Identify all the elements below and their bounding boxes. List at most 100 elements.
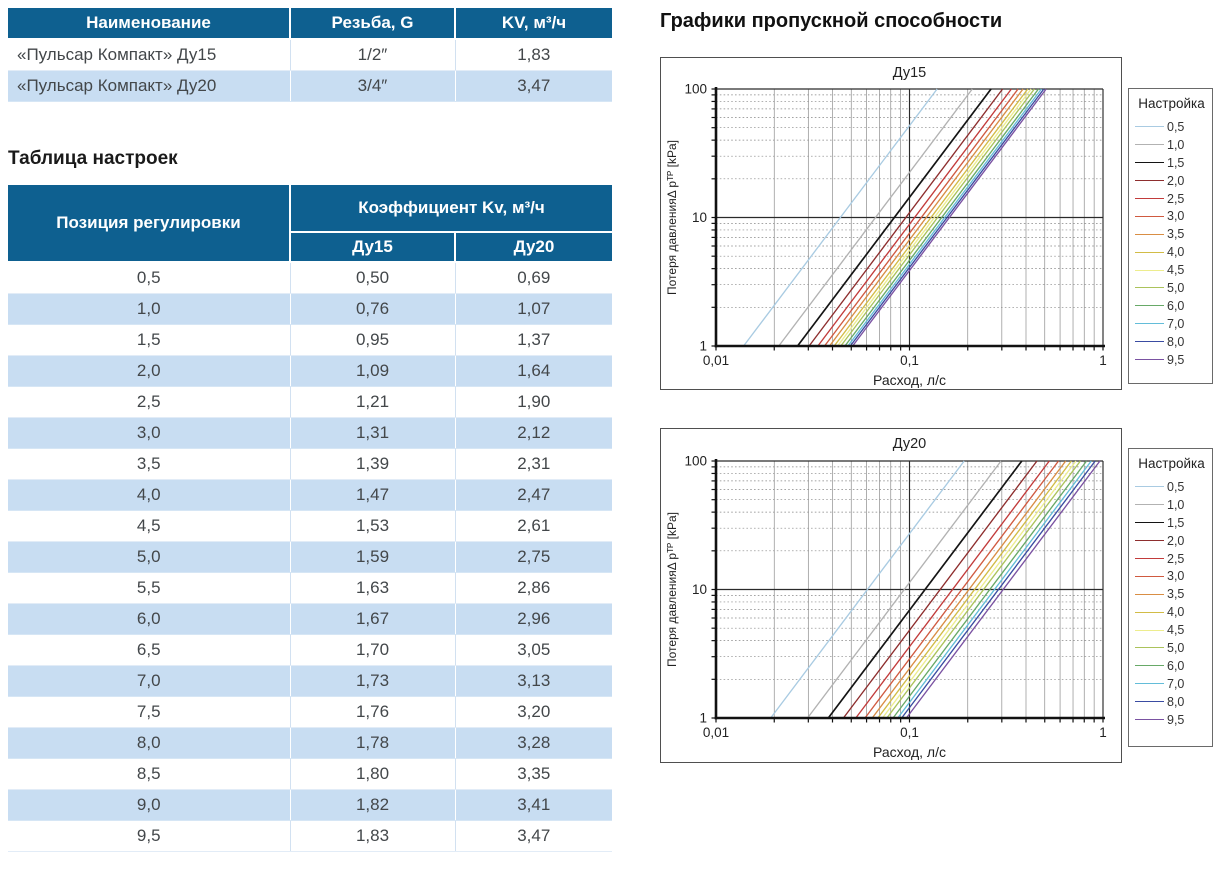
legend-label: 3,0	[1167, 209, 1185, 224]
legend-line-swatch	[1135, 215, 1164, 217]
series-line-3,5	[828, 88, 1024, 347]
legend-item-4,5: 4,5	[1135, 261, 1208, 279]
legend-item-2,0: 2,0	[1135, 532, 1208, 550]
settings-table-cell: 1,67	[290, 603, 456, 635]
settings-table-cell: 2,47	[455, 479, 613, 511]
settings-table-cell: 1,82	[290, 789, 456, 821]
series-line-3,0	[824, 88, 1019, 347]
settings-table-cell: 1,53	[290, 510, 456, 542]
product-column-header: KV, м³/ч	[455, 8, 612, 40]
chart-du20: Ду20 1 10 100 0,01 0,1 1 Расход, л/с Потеря давл…	[660, 428, 1122, 763]
settings-table-cell: 4,0	[8, 479, 291, 511]
legend-label: 7,0	[1167, 316, 1185, 331]
legend-label: 0,5	[1167, 119, 1185, 134]
settings-table-cell: 0,95	[290, 324, 456, 356]
settings-table-cell: 1,63	[290, 572, 456, 604]
series-line-1,5	[827, 460, 1023, 719]
legend-line-swatch	[1135, 126, 1164, 128]
legend-label: 5,0	[1167, 640, 1185, 655]
legend-line-swatch	[1135, 611, 1164, 613]
legend-label: 3,5	[1167, 587, 1185, 602]
settings-table-row: 4,5 1,53 2,61	[8, 510, 613, 542]
settings-table-row: 8,0 1,78 3,28	[8, 727, 613, 759]
legend-label: 4,5	[1167, 623, 1185, 638]
legend-item-0,5: 0,5	[1135, 478, 1208, 496]
settings-table-cell: 7,0	[8, 665, 291, 697]
legend-line-swatch	[1135, 486, 1164, 488]
legend-item-8,0: 8,0	[1135, 693, 1208, 711]
settings-table-cell: 1,37	[455, 324, 613, 356]
chart-series-lines	[743, 88, 1047, 347]
settings-table-row: 7,0 1,73 3,13	[8, 665, 613, 697]
settings-table-cell: 1,09	[290, 355, 456, 387]
settings-table-cell: 3,5	[8, 448, 291, 480]
settings-table-cell: 1,47	[290, 479, 456, 511]
product-table-row: «Пульсар Компакт» Ду15 1/2″ 1,83	[8, 39, 612, 71]
product-table-cell: 3/4″	[290, 70, 456, 102]
series-line-0,5	[743, 88, 938, 347]
x-tick-label: 1	[1099, 353, 1107, 368]
x-tick-label: 0,01	[703, 353, 729, 368]
settings-table-cell: 0,76	[290, 293, 456, 325]
legend-du20: Настройка 0,5 1,0 1,5 2,0 2,5 3,0 3,5 4,0 4,5 5,0 6…	[1128, 448, 1213, 747]
series-line-4,5	[881, 460, 1077, 719]
product-table-cell: 3,47	[455, 70, 612, 102]
settings-table-cell: 2,86	[455, 572, 613, 604]
settings-table-cell: 9,0	[8, 789, 291, 821]
product-table: Наименование Резьба, G KV, м³/ч «Пульсар К…	[8, 8, 612, 102]
settings-table-row: 7,5 1,76 3,20	[8, 696, 613, 728]
settings-table-cell: 2,0	[8, 355, 291, 387]
legend-line-swatch	[1135, 198, 1164, 199]
settings-table-cell: 3,41	[455, 789, 613, 821]
x-tick-label: 0,1	[900, 353, 919, 368]
x-tick-label: 0,01	[703, 725, 729, 740]
settings-col-position-header: Позиция регулировки	[8, 185, 291, 263]
settings-table-cell: 0,5	[8, 262, 291, 294]
legend-label: 2,5	[1167, 551, 1185, 566]
settings-table-cell: 1,31	[290, 417, 456, 449]
chart-du15: Ду15 1 10 100 0,01 0,1 1 Расход, л/с Потеря давл…	[660, 57, 1122, 390]
product-table-body: «Пульсар Компакт» Ду15 1/2″ 1,83 «Пульсар К…	[8, 39, 612, 102]
series-line-8,0	[849, 88, 1045, 347]
settings-table-cell: 4,5	[8, 510, 291, 542]
legend-line-swatch	[1135, 647, 1164, 649]
legend-line-swatch	[1135, 575, 1164, 577]
product-table-cell: «Пульсар Компакт» Ду20	[8, 70, 291, 102]
settings-table-row: 5,0 1,59 2,75	[8, 541, 613, 573]
y-tick-label: 100	[684, 454, 707, 469]
legend-line-swatch	[1135, 683, 1164, 685]
product-column-header: Наименование	[8, 8, 291, 40]
series-line-6,0	[892, 460, 1088, 719]
settings-table-row: 3,5 1,39 2,31	[8, 448, 613, 480]
legend-line-swatch	[1135, 305, 1164, 307]
settings-table-cell: 3,35	[455, 758, 613, 790]
series-line-3,0	[864, 460, 1060, 719]
series-line-2,0	[808, 88, 1004, 347]
settings-table-cell: 1,70	[290, 634, 456, 666]
settings-table-cell: 2,5	[8, 386, 291, 418]
settings-table-cell: 8,5	[8, 758, 291, 790]
settings-table-cell: 1,21	[290, 386, 456, 418]
settings-table-row: 5,5 1,63 2,86	[8, 572, 613, 604]
settings-table-cell: 2,31	[455, 448, 613, 480]
legend-line-swatch	[1135, 162, 1164, 164]
settings-table-cell: 5,5	[8, 572, 291, 604]
legend-title: Настройка	[1138, 96, 1205, 111]
legend-line-swatch	[1135, 701, 1164, 703]
series-line-2,5	[817, 88, 1012, 347]
settings-table-row: 2,0 1,09 1,64	[8, 355, 613, 387]
legend-line-swatch	[1135, 665, 1164, 667]
legend-label: 1,0	[1167, 137, 1185, 152]
legend-label: 2,0	[1167, 533, 1185, 548]
y-axis-label: Потеря давленияΔ pᵀᴾ [kPa]	[665, 140, 679, 295]
x-tick-label: 0,1	[900, 725, 919, 740]
settings-kv-group-header: Коэффициент Kv, м³/ч	[290, 185, 613, 233]
y-tick-label: 100	[684, 82, 707, 97]
y-tick-label: 10	[692, 582, 707, 597]
series-line-4,0	[877, 460, 1072, 719]
legend-label: 9,5	[1167, 352, 1185, 367]
legend-line-swatch	[1135, 522, 1164, 524]
settings-table-cell: 1,64	[455, 355, 613, 387]
settings-table-cell: 2,12	[455, 417, 613, 449]
legend-item-7,0: 7,0	[1135, 675, 1208, 693]
